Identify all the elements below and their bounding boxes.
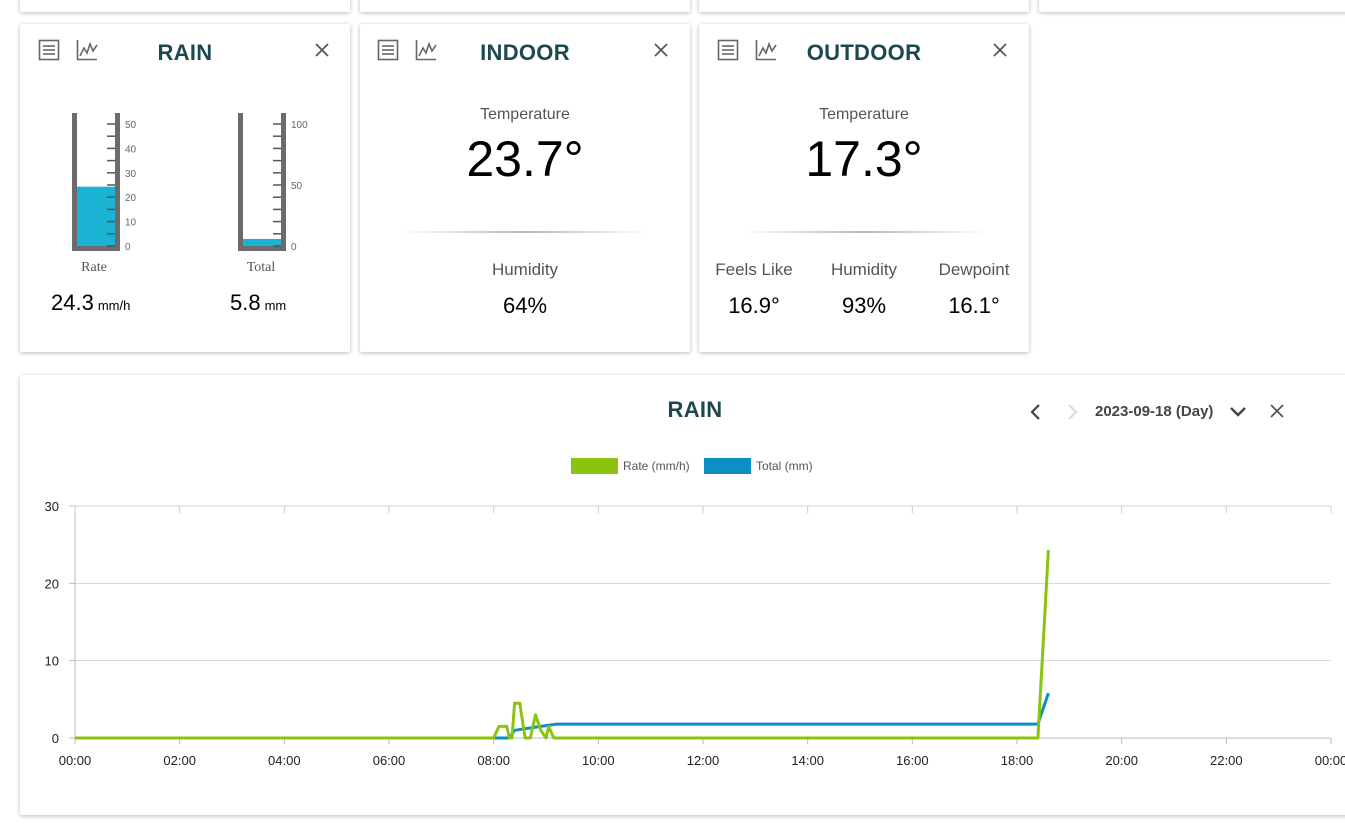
x-tick-label: 16:00 — [896, 753, 929, 768]
outdoor-humidity-value: 93% — [841, 293, 887, 318]
x-tick-label: 12:00 — [687, 753, 720, 768]
legend-swatch[interactable] — [704, 458, 751, 474]
x-tick-label: 04:00 — [268, 753, 301, 768]
indoor-card-title: INDOOR — [480, 40, 570, 65]
indoor-divider — [400, 231, 650, 233]
date-range-label[interactable]: 2023-09-18 (Day) — [1095, 403, 1214, 420]
chevron-right-icon[interactable] — [1062, 402, 1082, 427]
outdoor-card-title: OUTDOOR — [806, 40, 922, 65]
close-icon[interactable] — [312, 40, 332, 60]
chevron-down-icon[interactable] — [1228, 401, 1248, 426]
x-tick-label: 14:00 — [791, 753, 824, 768]
outdoor-card — [699, 24, 1029, 352]
gauge-tick-label: 20 — [125, 193, 137, 204]
list-icon[interactable] — [38, 39, 60, 61]
top-card-2 — [360, 0, 690, 12]
outdoor-temperature-label: Temperature — [819, 106, 909, 123]
rain-card-title: RAIN — [157, 40, 213, 65]
legend-label[interactable]: Total (mm) — [756, 459, 813, 473]
chart-icon[interactable] — [76, 39, 98, 61]
gauge-tick-label: 0 — [125, 242, 131, 253]
gauge-tick-label: 100 — [291, 120, 308, 131]
feels-like-value: 16.9° — [728, 293, 780, 318]
indoor-card — [360, 24, 690, 352]
gauge-tick-label: 40 — [125, 144, 137, 155]
total-gauge-fill — [243, 238, 281, 246]
rate-gauge-fill — [77, 186, 115, 246]
x-tick-label: 18:00 — [1001, 753, 1034, 768]
feels-like-label: Feels Like — [715, 260, 793, 279]
gauge-tick-label: 0 — [291, 242, 297, 253]
legend-swatch[interactable] — [571, 458, 618, 474]
rate-unit: mm/h — [97, 298, 131, 313]
rain-chart-panel — [20, 375, 1345, 815]
indoor-humidity-label: Humidity — [491, 260, 559, 279]
legend-label[interactable]: Rate (mm/h) — [623, 459, 690, 473]
dewpoint-value: 16.1° — [948, 293, 1000, 318]
x-tick-label: 08:00 — [477, 753, 510, 768]
chart-panel-title: RAIN — [667, 397, 723, 422]
total-number: 5.8 — [230, 290, 261, 315]
top-card-4 — [1039, 0, 1345, 12]
rain-line-chart: Rate (mm/h) Total (mm) 0 10 20 30 00:00 02:00 04… — [45, 458, 1345, 768]
gauge-tick-label: 50 — [125, 120, 137, 131]
top-card-1 — [20, 0, 350, 12]
x-tick-label: 02:00 — [163, 753, 196, 768]
close-icon[interactable] — [990, 40, 1010, 60]
rate-number: 24.3 — [51, 290, 94, 315]
outdoor-humidity-label: Humidity — [830, 260, 898, 279]
outdoor-divider — [739, 231, 989, 233]
x-tick-label: 22:00 — [1210, 753, 1243, 768]
gauge-tick-label: 50 — [291, 181, 303, 192]
top-card-3 — [699, 0, 1029, 12]
outdoor-temperature-value: 17.3° — [805, 131, 923, 187]
rate-value: 24.3 mm/h — [51, 290, 130, 316]
dewpoint-label: Dewpoint — [938, 260, 1010, 279]
total-unit: mm — [264, 298, 287, 313]
rate-label: Rate — [81, 260, 107, 275]
rate-gauge: 50 40 30 20 10 0 — [72, 113, 137, 253]
total-series-line[interactable] — [493, 692, 1050, 740]
gauge-tick-label: 10 — [125, 218, 137, 229]
y-tick-label: 0 — [52, 731, 59, 746]
total-gauge: 100 50 0 — [238, 113, 308, 253]
x-tick-label: 10:00 — [582, 753, 615, 768]
gauge-tick-label: 30 — [125, 169, 137, 180]
x-tick-label: 00:00 — [59, 753, 92, 768]
list-icon[interactable] — [377, 39, 399, 61]
indoor-temperature-value: 23.7° — [466, 131, 584, 187]
y-tick-label: 20 — [45, 576, 59, 591]
chart-icon[interactable] — [415, 39, 437, 61]
indoor-temperature-label: Temperature — [480, 106, 570, 123]
close-icon[interactable] — [1267, 401, 1287, 426]
y-tick-label: 10 — [45, 654, 59, 669]
chart-icon[interactable] — [755, 39, 777, 61]
rate-series-line[interactable] — [75, 550, 1050, 740]
close-icon[interactable] — [651, 40, 671, 60]
x-tick-label: 20:00 — [1105, 753, 1138, 768]
indoor-humidity-value: 64% — [502, 293, 548, 318]
total-label: Total — [246, 260, 276, 275]
x-tick-label: 00:00 — [1315, 753, 1345, 768]
chevron-left-icon[interactable] — [1026, 402, 1046, 427]
y-tick-label: 30 — [45, 499, 59, 514]
total-value: 5.8 mm — [230, 290, 286, 316]
list-icon[interactable] — [717, 39, 739, 61]
x-tick-label: 06:00 — [373, 753, 406, 768]
